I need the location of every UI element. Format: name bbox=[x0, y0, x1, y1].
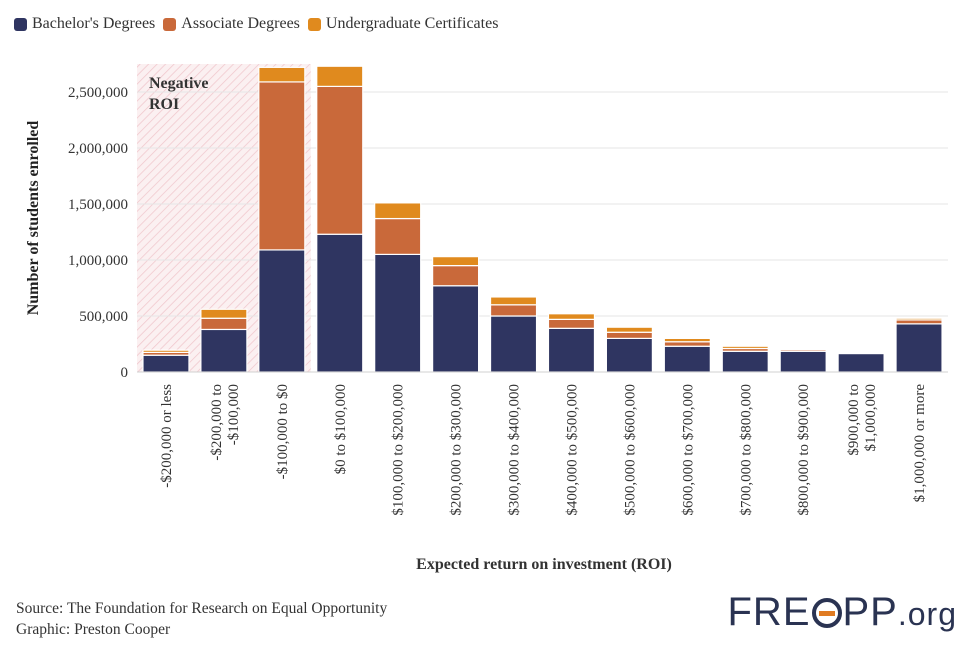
logo-text-right: PP bbox=[842, 590, 898, 634]
y-tick-label: 2,500,000 bbox=[68, 85, 128, 101]
y-axis-label: Number of students enrolled bbox=[25, 121, 42, 316]
bar-segment-certificates bbox=[200, 308, 248, 319]
legend-item-certificates: Undergraduate Certificates bbox=[307, 15, 499, 33]
svg-text:-$200,000 or less: -$200,000 or less bbox=[159, 384, 175, 488]
chart-legend: Bachelor's Degrees Associate Degrees Und… bbox=[14, 15, 498, 33]
svg-text:-$200,000 to-$100,000: -$200,000 to-$100,000 bbox=[209, 384, 242, 461]
bar-segment-bachelors bbox=[721, 350, 769, 373]
svg-text:$500,000 to $600,000: $500,000 to $600,000 bbox=[622, 384, 638, 516]
logo-text-left: FRE bbox=[727, 590, 811, 634]
legend-swatch-certificates bbox=[307, 17, 321, 31]
bar-segment-bachelors bbox=[200, 328, 248, 373]
svg-text:$200,000 to $300,000: $200,000 to $300,000 bbox=[449, 384, 465, 516]
x-tick-label: $600,000 to $700,000 bbox=[680, 384, 696, 516]
bar-segment-certificates bbox=[142, 349, 190, 354]
y-tick-label: 2,000,000 bbox=[68, 141, 128, 157]
svg-text:$600,000 to $700,000: $600,000 to $700,000 bbox=[680, 384, 696, 516]
bar-segment-bachelors bbox=[316, 233, 364, 373]
axes: 0 500,000 1,000,000 1,500,000 2,000,000 2,500… bbox=[68, 85, 948, 516]
bar-segment-associate bbox=[374, 217, 422, 255]
x-tick-label: $400,000 to $500,000 bbox=[564, 384, 580, 516]
bar-segment-associate bbox=[605, 331, 653, 339]
y-tick-label: 1,000,000 bbox=[68, 253, 128, 269]
stacked-bar-chart: 0 500,000 1,000,000 1,500,000 2,000,000 2,500… bbox=[25, 64, 948, 573]
svg-text:-$100,000 to $0: -$100,000 to $0 bbox=[275, 384, 291, 479]
graphic-line: Graphic: Preston Cooper bbox=[16, 621, 171, 638]
x-tick-label: -$100,000 to $0 bbox=[275, 384, 291, 479]
x-axis-label: Expected return on investment (ROI) bbox=[416, 556, 672, 573]
svg-text:$100,000 to $200,000: $100,000 to $200,000 bbox=[391, 384, 407, 516]
bar-segment-bachelors bbox=[895, 323, 943, 373]
legend-label-certificates: Undergraduate Certificates bbox=[325, 15, 499, 32]
bar-segment-bachelors bbox=[258, 249, 306, 373]
bar-segment-associate bbox=[663, 341, 711, 347]
svg-text:$0 to $100,000: $0 to $100,000 bbox=[333, 384, 349, 474]
bar-segment-certificates bbox=[432, 256, 480, 267]
x-tick-label: $700,000 to $800,000 bbox=[738, 384, 754, 516]
bar-segment-associate bbox=[489, 304, 538, 317]
negative-roi-annotation: Negative ROI bbox=[149, 75, 209, 113]
source-credit: Source: The Foundation for Research on E… bbox=[16, 598, 387, 640]
svg-text:$300,000 to $400,000: $300,000 to $400,000 bbox=[507, 384, 523, 516]
y-tick-label: 0 bbox=[121, 365, 129, 381]
bar-segment-bachelors bbox=[547, 327, 596, 373]
y-tick-label: 1,500,000 bbox=[68, 197, 128, 213]
bar-segment-certificates bbox=[489, 296, 538, 306]
legend-swatch-associate bbox=[163, 17, 177, 31]
legend-item-associate: Associate Degrees bbox=[163, 15, 300, 33]
svg-text:$700,000 to $800,000: $700,000 to $800,000 bbox=[738, 384, 754, 516]
logo-text-org: .org bbox=[897, 596, 957, 632]
bar-segment-certificates bbox=[547, 313, 596, 320]
svg-text:$800,000 to $900,000: $800,000 to $900,000 bbox=[796, 384, 812, 516]
x-tick-label: -$200,000 to-$100,000 bbox=[209, 384, 242, 461]
x-tick-label: $200,000 to $300,000 bbox=[449, 384, 465, 516]
bar-segment-certificates bbox=[258, 66, 306, 83]
bar-segment-bachelors bbox=[605, 337, 653, 373]
bars bbox=[142, 65, 943, 373]
bar-segment-certificates bbox=[663, 337, 711, 343]
bar-segment-certificates bbox=[605, 326, 653, 333]
bar-segment-certificates bbox=[374, 202, 422, 220]
legend-label-associate: Associate Degrees bbox=[181, 15, 300, 32]
bar-segment-bachelors bbox=[489, 315, 538, 373]
x-tick-label: $800,000 to $900,000 bbox=[796, 384, 812, 516]
x-tick-label: $1,000,000 or more bbox=[912, 384, 928, 503]
bar-segment-associate bbox=[258, 81, 306, 251]
freopp-logo: FRE PP.org bbox=[728, 592, 958, 634]
bar-segment-certificates bbox=[721, 345, 769, 350]
bar-segment-bachelors bbox=[779, 350, 827, 373]
logo-mark-icon bbox=[811, 598, 842, 628]
bar-segment-bachelors bbox=[142, 354, 190, 373]
bar-segment-associate bbox=[200, 317, 248, 331]
legend-label-bachelors: Bachelor's Degrees bbox=[32, 15, 156, 32]
svg-text:$900,000 to$1,000,000: $900,000 to$1,000,000 bbox=[846, 384, 879, 456]
bar-segment-associate bbox=[547, 318, 596, 329]
x-tick-label: $100,000 to $200,000 bbox=[391, 384, 407, 516]
bar-segment-certificates bbox=[895, 317, 943, 321]
svg-text:$1,000,000 or more: $1,000,000 or more bbox=[912, 384, 928, 503]
source-line: Source: The Foundation for Research on E… bbox=[16, 600, 388, 617]
x-tick-label: -$200,000 or less bbox=[159, 384, 175, 488]
bar-segment-certificates bbox=[779, 347, 827, 351]
x-tick-label: $500,000 to $600,000 bbox=[622, 384, 638, 516]
legend-swatch-bachelors bbox=[14, 17, 27, 31]
svg-text:$400,000 to $500,000: $400,000 to $500,000 bbox=[564, 384, 580, 516]
bar-segment-associate bbox=[316, 85, 364, 235]
bar-segment-certificates bbox=[316, 65, 364, 87]
bar-segment-bachelors bbox=[374, 253, 422, 373]
bar-segment-bachelors bbox=[432, 285, 480, 373]
x-tick-label: $900,000 to$1,000,000 bbox=[846, 384, 879, 456]
x-tick-label: $300,000 to $400,000 bbox=[507, 384, 523, 516]
bar-segment-associate bbox=[432, 265, 480, 287]
legend-item-bachelors: Bachelor's Degrees bbox=[14, 15, 155, 33]
bar-segment-bachelors bbox=[663, 345, 711, 373]
bar-segment-bachelors bbox=[837, 352, 885, 373]
x-tick-label: $0 to $100,000 bbox=[333, 384, 349, 474]
y-tick-label: 500,000 bbox=[79, 309, 128, 325]
bar-segment-certificates bbox=[837, 350, 885, 353]
